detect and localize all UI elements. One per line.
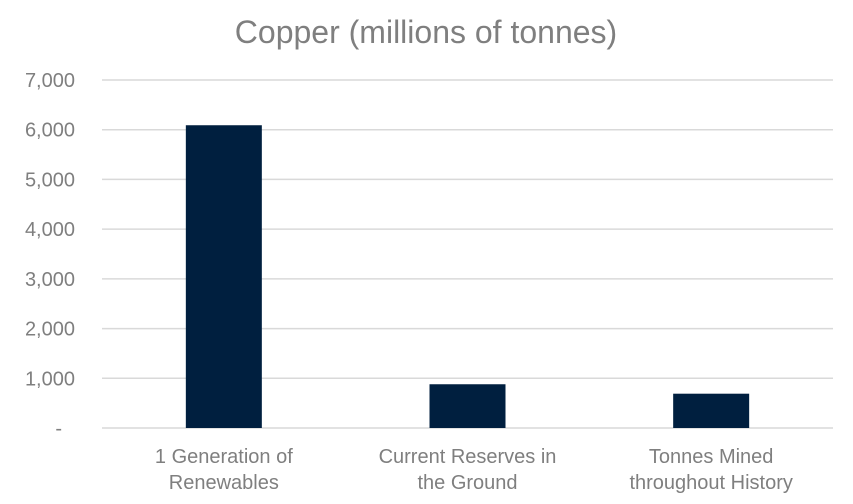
y-tick-label: 3,000 bbox=[25, 269, 75, 291]
y-axis-ticks: - 1,000 2,000 3,000 4,000 5,000 6,000 7,000 bbox=[25, 70, 75, 440]
bar bbox=[673, 393, 750, 428]
y-tick-label: 5,000 bbox=[25, 169, 75, 191]
bar bbox=[185, 125, 262, 429]
y-tick-label: 4,000 bbox=[25, 219, 75, 241]
y-tick-label: - bbox=[55, 418, 62, 440]
bar bbox=[429, 384, 506, 428]
x-category-label: the Ground bbox=[417, 472, 517, 494]
x-category-label: Current Reserves in bbox=[379, 446, 557, 468]
y-tick-label: 2,000 bbox=[25, 319, 75, 341]
y-tick-label: 6,000 bbox=[25, 120, 75, 142]
bars bbox=[185, 125, 750, 429]
x-axis-categories: 1 Generation of Renewables Current Reserve… bbox=[155, 446, 793, 494]
x-category-label: 1 Generation of bbox=[155, 446, 293, 468]
chart-title: Copper (millions of tonnes) bbox=[235, 14, 617, 50]
x-category-label: Renewables bbox=[169, 472, 279, 494]
y-tick-label: 1,000 bbox=[25, 368, 75, 390]
x-category-label: Tonnes Mined bbox=[649, 446, 774, 468]
x-category-label: throughout History bbox=[629, 472, 792, 494]
y-tick-label: 7,000 bbox=[25, 70, 75, 92]
